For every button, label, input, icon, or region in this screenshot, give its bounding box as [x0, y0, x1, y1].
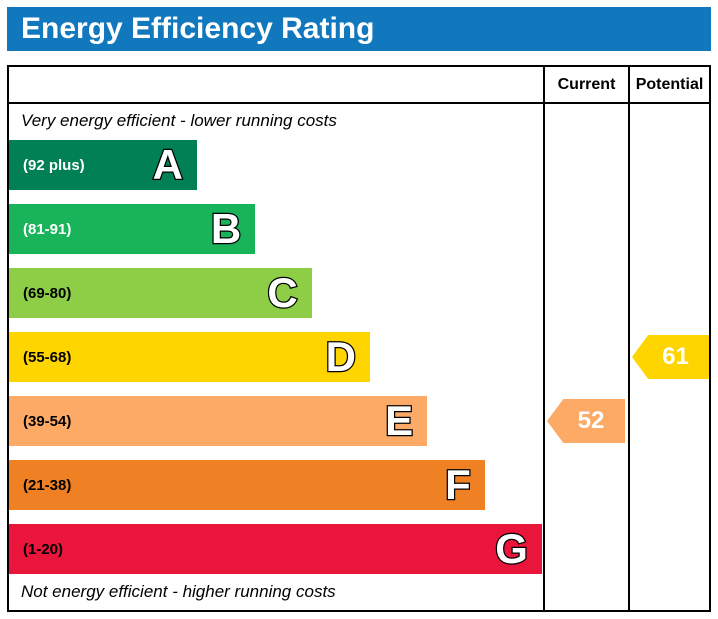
band-d-range: (55-68): [23, 348, 72, 366]
column-header-row: Current Potential: [9, 67, 709, 104]
band-b-letter: B: [210, 204, 243, 254]
band-d-letter: D: [324, 332, 357, 382]
band-g-letter: G: [494, 524, 529, 574]
band-f-range: (21-38): [23, 476, 72, 494]
band-row-a: (92 plus) A: [9, 140, 197, 190]
band-row-b: (81-91) B: [9, 204, 256, 254]
band-f-letter: F: [444, 460, 472, 510]
potential-column-header: Potential: [635, 76, 704, 93]
potential-value: 61: [662, 343, 689, 370]
current-marker: 52: [547, 399, 625, 443]
band-a-letter: A: [151, 140, 184, 190]
chart-title: Energy Efficiency Rating: [7, 7, 711, 51]
band-a-range: (92 plus): [23, 156, 85, 174]
band-row-d: (55-68) D: [9, 332, 370, 382]
current-column-divider: [543, 67, 545, 610]
band-row-g: (1-20) G: [9, 524, 542, 574]
band-c-letter: C: [266, 268, 299, 318]
band-row-e: (39-54) E: [9, 396, 428, 446]
current-column-header: Current: [557, 76, 616, 93]
band-e-range: (39-54): [23, 412, 72, 430]
rating-bands: (92 plus) A (81-91) B (69-80) C (55-68) …: [9, 140, 543, 574]
energy-rating-chart: Current Potential Very energy efficient …: [7, 65, 711, 612]
potential-column-divider: [628, 67, 630, 610]
caption-bottom: Not energy efficient - higher running co…: [21, 582, 336, 601]
caption-top: Very energy efficient - lower running co…: [21, 111, 337, 130]
band-e-letter: E: [384, 396, 415, 446]
potential-marker: 61: [632, 335, 709, 379]
band-row-c: (69-80) C: [9, 268, 312, 318]
band-b-range: (81-91): [23, 220, 72, 238]
band-row-f: (21-38) F: [9, 460, 485, 510]
current-value: 52: [577, 407, 605, 434]
band-g-range: (1-20): [23, 540, 64, 558]
chart-body: Current Potential Very energy efficient …: [9, 67, 709, 610]
band-c-range: (69-80): [23, 284, 72, 302]
